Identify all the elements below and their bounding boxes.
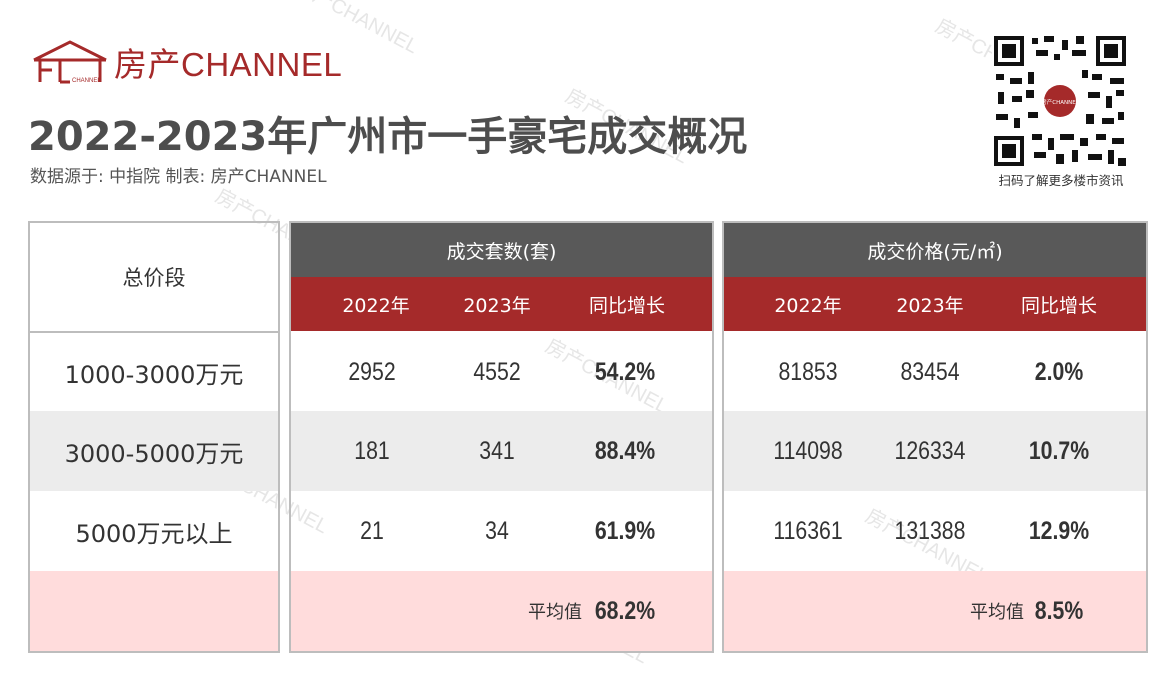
price-band-column [28,221,280,653]
units-group-header: 成交套数(套) [291,223,712,277]
price-group-header: 成交价格(元/㎡) [724,223,1146,277]
page-title: 2022-2023年广州市一手豪宅成交概况 [28,114,748,160]
svg-text:CHANNEL: CHANNEL [72,78,101,84]
price-average-label: 平均值 [970,602,1024,623]
price-average-value: 8.5% [1034,596,1084,625]
units-average-label: 平均值 [528,602,582,623]
price-yoy-row-1: 2.0% [1034,357,1084,386]
units-row-2-bg [291,411,712,491]
price-col-2022: 2022年 [748,277,868,331]
price-2023-row-2: 126334 [894,436,966,465]
price-band-row-3: 5000万元以上 [75,519,233,548]
price-2023-row-3: 131388 [894,516,966,545]
price-group [722,221,1148,653]
units-2023-row-1: 4552 [473,357,521,386]
units-col-2023: 2023年 [437,277,557,331]
price-2023-row-1: 83454 [900,357,960,386]
price-average-bg [724,571,1146,651]
divider [30,331,278,333]
brand-name: 房产CHANNEL [114,46,343,83]
brand-logo: CHANNEL 房产CHANNEL [30,38,342,86]
price-2022-row-2: 114098 [773,436,843,465]
units-2023-row-2: 341 [479,436,515,465]
price-col-yoy: 同比增长 [998,277,1120,331]
source-note: 数据源于: 中指院 制表: 房产CHANNEL [30,167,327,187]
price-2022-row-3: 116361 [773,516,843,545]
units-col-2022: 2022年 [291,277,461,331]
svg-text:房产CHANNEL: 房产CHANNEL [1041,98,1079,106]
price-row-2-bg [724,411,1146,491]
units-yoy-row-2: 88.4% [594,436,656,465]
price-yoy-row-3: 12.9% [1028,516,1090,545]
price-band-row-1: 1000-3000万元 [64,360,244,389]
price-band-average [30,571,278,651]
price-2022-row-1: 81853 [778,357,838,386]
units-col-yoy: 同比增长 [557,277,697,331]
units-2022-row-1: 2952 [348,357,396,386]
units-2023-row-3: 34 [485,516,509,545]
house-logo-icon: CHANNEL [33,40,107,84]
units-group [289,221,714,653]
price-yoy-row-2: 10.7% [1028,436,1090,465]
units-2022-row-3: 21 [360,516,384,545]
units-yoy-row-3: 61.9% [594,516,656,545]
price-col-2023: 2023年 [870,277,990,331]
qr-code[interactable]: 房产CHANNEL [992,34,1128,168]
units-yoy-row-1: 54.2% [594,357,656,386]
price-band-header: 总价段 [122,266,186,290]
units-average-value: 68.2% [594,596,656,625]
qr-caption: 扫码了解更多楼市资讯 [998,173,1124,188]
units-average-bg [291,571,712,651]
units-2022-row-2: 181 [354,436,390,465]
price-band-row-2: 3000-5000万元 [30,411,278,491]
